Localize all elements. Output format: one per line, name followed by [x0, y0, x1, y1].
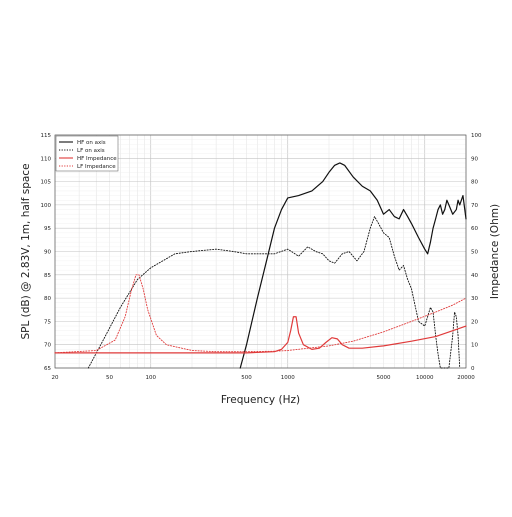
y-right-tick-label: 30: [471, 296, 478, 302]
series-line-hf-impedance: [54, 316, 467, 354]
y-right-tick-label: 90: [471, 156, 478, 162]
y-left-tick-label: 80: [44, 296, 51, 302]
x-tick-label: 50: [106, 375, 113, 381]
y-axis-left-title: SPL (dB) @ 2.83V, 1m, half space: [20, 163, 32, 339]
y-right-tick-label: 10: [471, 343, 478, 349]
x-tick-label: 5000: [377, 375, 391, 381]
x-tick-label: 100: [146, 375, 157, 381]
legend-label: LF on axis: [77, 148, 105, 154]
x-tick-label: 20000: [457, 375, 475, 381]
y-axis-right-title: Impedance (Ohm): [489, 204, 501, 299]
x-axis-title: Frequency (Hz): [221, 394, 300, 406]
y-left-tick-label: 95: [44, 226, 51, 232]
series-layer: [54, 162, 467, 369]
y-left-tick-label: 90: [44, 250, 51, 256]
series-line-hf-on-axis: [239, 162, 467, 369]
x-tick-label: 20: [52, 375, 59, 381]
legend-label: HF on axis: [77, 140, 106, 146]
y-left-tick-label: 75: [44, 319, 51, 325]
x-tick-label: 10000: [416, 375, 434, 381]
y-right-tick-label: 70: [471, 203, 478, 209]
tick-layer: 65 70 75 80 85 90 95 100 105 110 115 0 10 20 30 40 50 60 7…: [41, 133, 482, 381]
x-tick-label: 1000: [281, 375, 295, 381]
plot-frame: [54, 134, 467, 369]
legend: HF on axis LF on axis HF Impedance LF Imped…: [55, 135, 119, 172]
y-right-tick-label: 50: [471, 250, 478, 256]
x-tick-label: 500: [241, 375, 252, 381]
y-right-tick-label: 20: [471, 319, 478, 325]
y-right-tick-label: 0: [471, 366, 475, 372]
y-right-tick-label: 60: [471, 226, 478, 232]
y-left-tick-label: 110: [41, 156, 52, 162]
y-right-tick-label: 40: [471, 273, 478, 279]
legend-label: HF Impedance: [77, 156, 117, 162]
y-left-tick-label: 85: [44, 273, 51, 279]
legend-label: LF Impedance: [77, 164, 116, 170]
grid-layer: [54, 134, 467, 369]
series-line-lf-impedance: [54, 274, 467, 354]
y-left-tick-label: 115: [41, 133, 52, 139]
series-line-lf-on-axis: [87, 216, 461, 369]
y-left-tick-label: 100: [41, 203, 52, 209]
y-left-tick-label: 70: [44, 343, 51, 349]
y-left-tick-label: 65: [44, 366, 51, 372]
y-right-tick-label: 100: [471, 133, 482, 139]
y-right-tick-label: 80: [471, 180, 478, 186]
y-left-tick-label: 105: [41, 180, 52, 186]
